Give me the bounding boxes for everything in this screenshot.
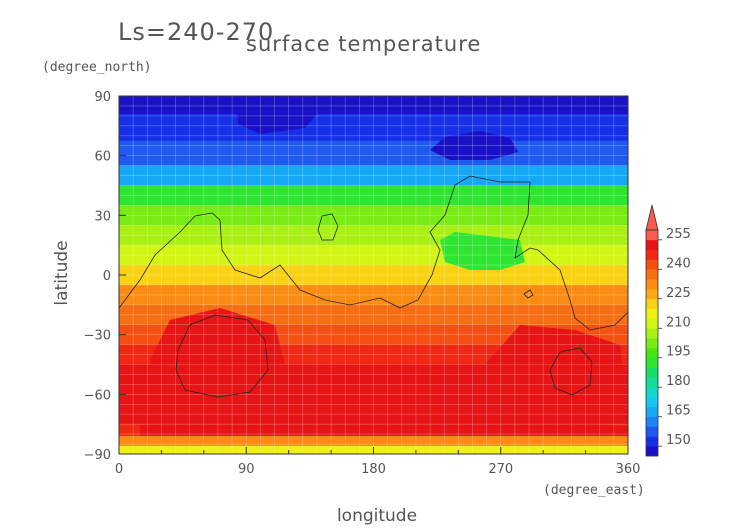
colorbar-swatch [646,357,658,368]
colorbar-swatch [646,230,658,241]
colorbar-swatch [646,318,658,329]
contour-argyre [549,347,593,396]
contour-hellas [175,314,269,398]
x-axis-unit: (degree_east) [543,483,645,498]
colorbar: 150 165 180 195 210 225 240 255 [645,204,691,457]
colorbar-swatch [646,446,658,457]
colorbar-tick-label: 180 [666,374,691,389]
southern-warm-patch-east [480,325,628,420]
green-tongue-patch [440,232,525,270]
colorbar-extend-arrow [645,204,659,231]
y-tick-label: −90 [84,448,111,463]
contour-tharsis [119,175,628,331]
colorbar-swatch [646,269,658,280]
topography-contours [119,175,628,398]
heat-band [119,165,628,186]
x-tick-label: 0 [115,462,123,477]
colorbar-swatch [646,426,658,437]
polar-cold-patch [235,96,320,134]
north-cold-patch [430,131,518,160]
y-tick-label: 30 [94,209,111,224]
heat-band [119,113,628,142]
heat-band [119,284,628,306]
colorbar-swatch [646,347,658,359]
southern-edge-band [119,436,628,446]
x-tick-label: 90 [238,462,255,477]
contour-small-closed [523,289,534,299]
y-tick-label: 0 [103,269,111,284]
heat-band [119,265,628,286]
colorbar-tick-label: 210 [666,315,691,330]
southern-warm-patch-west [150,308,285,410]
colorbar-swatch [646,249,658,260]
contour-olympus [317,213,339,241]
colorbar-swatch [646,328,658,339]
colorbar-swatch [646,288,658,300]
y-tick-label: −30 [84,329,111,344]
colorbar-swatch [646,367,658,378]
heat-band [119,185,628,206]
y-tick-label: 60 [94,150,111,165]
colorbar-swatch [646,406,658,417]
grid-lines [118,95,629,455]
axes: 0 90 180 270 360 90 60 30 0 −30 −60 −90 [84,90,641,477]
x-axis-label: longitude [336,506,418,526]
colorbar-swatch [646,377,658,388]
y-axis-unit: (degree_north) [42,60,152,75]
colorbar-tick-label: 225 [666,286,691,301]
colorbar-swatch [646,436,658,447]
x-tick-label: 360 [616,462,641,477]
colorbar-tick-label: 240 [666,256,691,271]
colorbar-swatch [646,338,658,349]
colorbar-tick-label: 255 [666,227,691,242]
y-tick-label: −60 [84,388,111,403]
colorbar-tick-label: 165 [666,404,691,419]
season-label: Ls=240-270 [118,18,275,46]
colorbar-swatch [646,387,658,398]
colorbar-swatch [646,279,658,290]
colorbar-swatch [646,416,658,427]
chart-title: surface temperature [246,32,482,56]
colorbar-swatch [646,298,658,309]
x-tick-label: 180 [361,462,386,477]
x-tick-label: 270 [488,462,513,477]
temperature-field [119,96,628,454]
heat-band [119,205,628,226]
colorbar-swatch [646,259,658,270]
colorbar-tick-label: 195 [666,345,691,360]
y-tick-label: 90 [94,90,111,105]
colorbar-swatch [646,239,658,250]
colorbar-swatch [646,308,658,319]
colorbar-swatch [646,397,658,408]
colorbar-tick-label: 150 [666,433,691,448]
heat-band [119,140,628,167]
colorbar-frame [645,229,659,457]
